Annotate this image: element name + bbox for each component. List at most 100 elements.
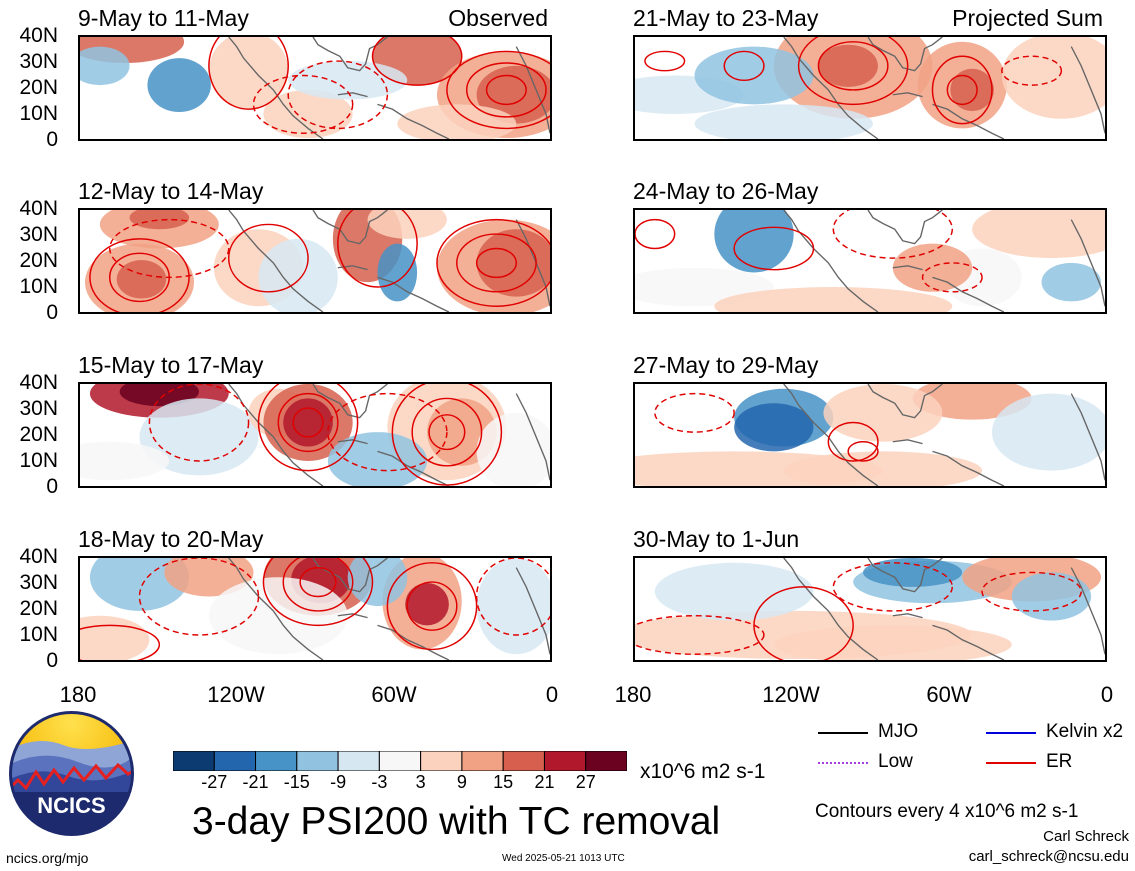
colorbar-label: -27 — [201, 772, 228, 792]
colorbar-swatch — [585, 750, 628, 772]
ncics-logo: NCICS — [8, 710, 135, 837]
field-blob — [892, 243, 973, 292]
colorbar-swatch — [337, 750, 380, 772]
er-contour — [386, 562, 478, 651]
y-tick-label: 20N — [19, 249, 58, 272]
panel-title: 27-May to 29-May — [633, 352, 819, 378]
x-tick-label: 0 — [1100, 682, 1114, 707]
field-blob — [863, 558, 963, 587]
y-tick-label: 10N — [19, 102, 58, 125]
main-title: 3-day PSI200 with TC removal — [192, 800, 721, 843]
y-tick-label: 10N — [19, 623, 58, 646]
er-contour — [946, 74, 978, 106]
colorbar-label: 3 — [415, 772, 426, 792]
site-url: ncics.org/mjo — [6, 850, 89, 866]
colorbar-label: -21 — [242, 772, 269, 792]
field-blob — [654, 562, 814, 621]
colorbar-label: 27 — [575, 772, 596, 792]
field-blob — [476, 558, 550, 655]
map-panel — [78, 382, 552, 488]
field-blob — [164, 558, 254, 597]
er-contour — [411, 397, 483, 467]
er-contour — [485, 74, 527, 106]
field-blob — [1041, 262, 1102, 302]
panel-tag: Projected Sum — [952, 5, 1103, 31]
colorbar-swatch — [543, 750, 587, 772]
y-tick-label: 40N — [19, 24, 58, 47]
field-blob — [783, 451, 983, 486]
coastline — [228, 37, 550, 139]
map-panel — [633, 35, 1107, 141]
colorbar-units: x10^6 m2 s-1 — [640, 760, 766, 783]
colorbar-label: -9 — [330, 772, 347, 792]
x-tick-label: 120W — [762, 682, 820, 707]
er-contour — [277, 392, 339, 453]
coastline — [228, 210, 550, 312]
field-blob — [263, 89, 353, 139]
er-contour — [252, 74, 354, 134]
er-contour — [753, 586, 854, 660]
field-blob — [80, 615, 150, 660]
x-tick-label: 180 — [59, 682, 97, 707]
x-tick-label: 120W — [207, 682, 265, 707]
panel-title: 12-May to 14-May — [78, 178, 264, 204]
er-contour — [475, 558, 550, 636]
map-panel — [78, 556, 552, 662]
er-contour — [817, 41, 889, 91]
y-tick-label: 40N — [19, 371, 58, 394]
timestamp: Wed 2025-05-21 1013 UTC — [502, 853, 625, 864]
field-blob — [147, 58, 211, 113]
er-contour — [921, 262, 983, 293]
colorbar-swatch — [378, 750, 422, 772]
map-panel — [78, 35, 552, 141]
field-blob — [405, 583, 449, 626]
y-tick-label: 40N — [19, 545, 58, 568]
panel-title: 15-May to 17-May — [78, 352, 264, 378]
colorbar-swatch — [461, 750, 504, 772]
er-contour — [436, 218, 550, 307]
field-blob — [139, 398, 259, 476]
contour-note: Contours every 4 x10^6 m2 s-1 — [815, 801, 1079, 822]
er-contour — [635, 615, 765, 655]
er-contour — [827, 421, 879, 462]
panel-title: 24-May to 26-May — [633, 178, 819, 204]
y-tick-label: 10N — [19, 449, 58, 472]
colorbar-swatch — [172, 750, 215, 772]
y-tick-label: 30N — [19, 223, 58, 246]
field-blob — [818, 44, 878, 88]
field-blob — [991, 393, 1105, 471]
er-contour — [475, 247, 518, 279]
y-tick-label: 30N — [19, 50, 58, 73]
colorbar — [172, 750, 628, 772]
field-blob — [208, 577, 348, 655]
colorbar-label: 15 — [493, 772, 514, 792]
legend-label: MJO — [878, 721, 919, 742]
map-panel — [78, 208, 552, 314]
y-tick-label: 20N — [19, 597, 58, 620]
x-tick-label: 0 — [545, 682, 559, 707]
er-contour — [80, 624, 161, 660]
legend-label: ER — [1046, 751, 1073, 772]
colorbar-swatch — [213, 750, 257, 772]
y-tick-label: 20N — [19, 423, 58, 446]
coastline — [228, 384, 550, 486]
er-contour — [465, 62, 547, 118]
field-blob — [89, 558, 190, 611]
field-blob — [950, 68, 994, 112]
y-tick-label: 0 — [46, 649, 58, 672]
er-contour — [1001, 55, 1063, 86]
er-contour — [337, 210, 418, 288]
er-contour — [299, 566, 337, 598]
email: carl_schreck@ncsu.edu — [968, 848, 1129, 865]
er-contour — [644, 50, 686, 72]
er-contour — [446, 50, 550, 130]
coastline — [783, 558, 1105, 660]
coastline — [783, 210, 1105, 312]
field-blob — [119, 384, 199, 407]
er-contour — [723, 50, 765, 82]
map-panel — [633, 208, 1107, 314]
panel-tag: Observed — [448, 5, 548, 31]
field-blob — [694, 46, 814, 105]
y-tick-label: 40N — [19, 197, 58, 220]
er-contour — [733, 226, 815, 271]
